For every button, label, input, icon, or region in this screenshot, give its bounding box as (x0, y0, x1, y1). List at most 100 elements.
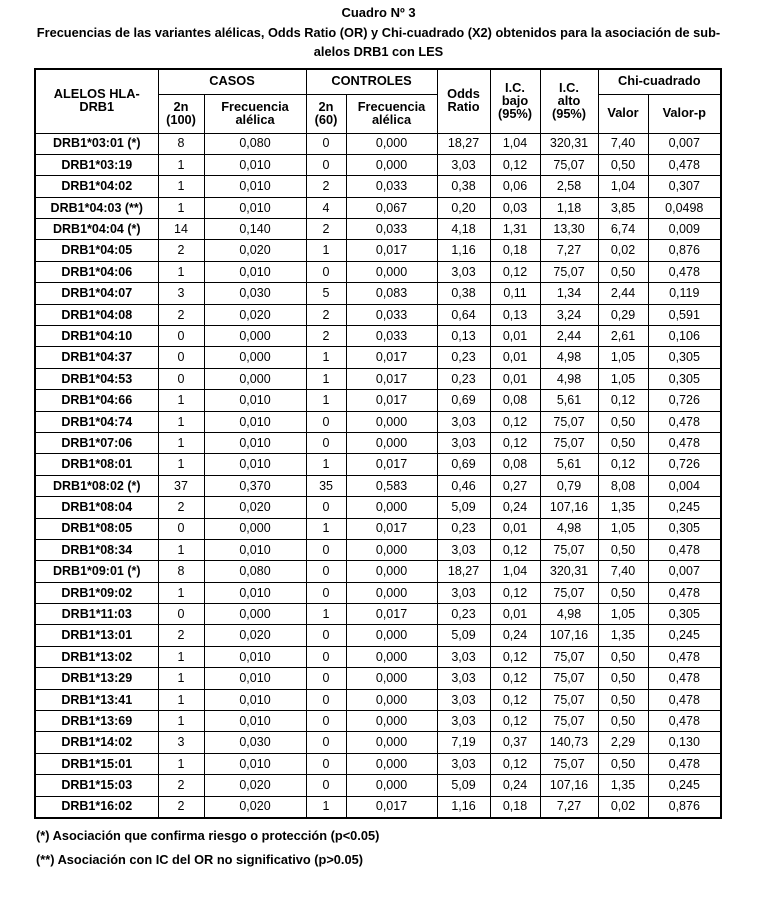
chi-valor-cell: 2,44 (597, 282, 649, 305)
table-row: DRB1*04:10 0 0,000 2 0,033 0,13 0,01 2,44 2,61 0,… (34, 325, 722, 348)
casos-frecuencia-cell: 0,010 (203, 196, 307, 220)
chi-valor-p-cell: 0,478 (647, 410, 722, 433)
odds-ratio-cell: 0,20 (436, 196, 491, 220)
header-group-row: ALELOS HLA- DRB1 CASOS CONTROLES Odds Ra… (34, 68, 722, 134)
odds-ratio-cell: 3,03 (436, 752, 491, 776)
casos-2n-cell: 3 (157, 282, 205, 305)
ic-bajo-cell: 0,37 (489, 731, 541, 754)
chi-valor-cell: 7,40 (597, 132, 649, 155)
table-row: DRB1*13:69 1 0,010 0 0,000 3,03 0,12 75,07 0,50 0… (34, 710, 722, 733)
table-row: DRB1*03:01 (*) 8 0,080 0 0,000 18,27 1,04 320,3… (34, 132, 722, 155)
footnote-risk-protection: (*) Asociación que confirma riesgo o pro… (36, 827, 380, 843)
header-chi-valor-p: Valor-p (647, 93, 722, 134)
allele-cell: DRB1*13:02 (34, 645, 159, 669)
chi-valor-cell: 0,29 (597, 303, 649, 327)
odds-ratio-cell: 3,03 (436, 645, 491, 669)
casos-frecuencia-cell: 0,030 (203, 282, 307, 305)
allele-cell: DRB1*13:01 (34, 624, 159, 647)
chi-valor-cell: 2,29 (597, 731, 649, 754)
chi-valor-cell: 1,35 (597, 774, 649, 797)
casos-frecuencia-cell: 0,010 (203, 410, 307, 433)
controles-frecuencia-cell: 0,033 (345, 175, 438, 198)
controles-2n-cell: 0 (305, 774, 347, 797)
ic-bajo-cell: 0,12 (489, 688, 541, 712)
casos-frecuencia-cell: 0,010 (203, 175, 307, 198)
casos-2n-cell: 1 (157, 581, 205, 605)
controles-frecuencia-cell: 0,000 (345, 132, 438, 155)
casos-2n-cell: 2 (157, 774, 205, 797)
ic-alto-cell: 107,16 (539, 624, 599, 647)
ic-alto-cell: 107,16 (539, 774, 599, 797)
table-row: DRB1*04:37 0 0,000 1 0,017 0,23 0,01 4,98 1,05 0,… (34, 346, 722, 369)
table-row: DRB1*04:66 1 0,010 1 0,017 0,69 0,08 5,61 0,12 0,… (34, 389, 722, 412)
controles-frecuencia-cell: 0,000 (345, 260, 438, 284)
odds-ratio-cell: 0,69 (436, 389, 491, 412)
header-odds-ratio: Odds Ratio (436, 68, 491, 134)
table-caption-text: Frecuencias de las variantes alélicas, O… (0, 23, 757, 61)
chi-valor-cell: 1,35 (597, 624, 649, 647)
ic-bajo-cell: 0,12 (489, 410, 541, 433)
casos-2n-cell: 0 (157, 346, 205, 369)
odds-ratio-cell: 3,03 (436, 581, 491, 605)
header-frecuencia-controles: Frecuencia alélica (345, 93, 438, 134)
header-ic-bajo: I.C. bajo (95%) (489, 68, 541, 134)
odds-ratio-cell: 3,03 (436, 710, 491, 733)
controles-2n-cell: 1 (305, 603, 347, 626)
ic-bajo-cell: 0,12 (489, 667, 541, 690)
header-alelos-hla-drb1: ALELOS HLA- DRB1 (34, 68, 159, 134)
ic-alto-cell: 107,16 (539, 496, 599, 519)
allele-cell: DRB1*08:04 (34, 496, 159, 519)
chi-valor-p-cell: 0,478 (647, 431, 722, 455)
casos-frecuencia-cell: 0,000 (203, 603, 307, 626)
chi-valor-p-cell: 0,478 (647, 688, 722, 712)
table-row: DRB1*13:29 1 0,010 0 0,000 3,03 0,12 75,07 0,50 0… (34, 667, 722, 690)
ic-alto-cell: 75,07 (539, 710, 599, 733)
controles-frecuencia-cell: 0,033 (345, 218, 438, 241)
allele-cell: DRB1*04:08 (34, 303, 159, 327)
header-chi-cuadrado-group: Chi-cuadrado (597, 68, 722, 95)
controles-frecuencia-cell: 0,000 (345, 496, 438, 519)
casos-2n-cell: 1 (157, 667, 205, 690)
allele-cell: DRB1*14:02 (34, 731, 159, 754)
ic-alto-cell: 1,18 (539, 196, 599, 220)
casos-2n-cell: 1 (157, 431, 205, 455)
casos-frecuencia-cell: 0,140 (203, 218, 307, 241)
table-row: DRB1*08:05 0 0,000 1 0,017 0,23 0,01 4,98 1,05 0,… (34, 517, 722, 540)
ic-bajo-cell: 0,01 (489, 325, 541, 348)
ic-alto-cell: 4,98 (539, 603, 599, 626)
ic-alto-cell: 7,27 (539, 795, 599, 819)
chi-valor-cell: 0,50 (597, 538, 649, 562)
casos-2n-cell: 1 (157, 645, 205, 669)
table-row: DRB1*04:07 3 0,030 5 0,083 0,38 0,11 1,34 2,44 0,… (34, 282, 722, 305)
odds-ratio-cell: 3,03 (436, 688, 491, 712)
controles-frecuencia-cell: 0,000 (345, 153, 438, 177)
ic-bajo-cell: 0,12 (489, 581, 541, 605)
chi-valor-p-cell: 0,478 (647, 667, 722, 690)
table-row: DRB1*15:03 2 0,020 0 0,000 5,09 0,24 107,16 1,35… (34, 774, 722, 797)
controles-2n-cell: 0 (305, 752, 347, 776)
odds-ratio-cell: 18,27 (436, 132, 491, 155)
ic-alto-cell: 75,07 (539, 752, 599, 776)
chi-valor-cell: 0,12 (597, 453, 649, 476)
controles-2n-cell: 0 (305, 560, 347, 583)
controles-frecuencia-cell: 0,017 (345, 239, 438, 262)
ic-bajo-cell: 0,18 (489, 795, 541, 819)
allele-cell: DRB1*04:03 (**) (34, 196, 159, 220)
controles-2n-cell: 0 (305, 410, 347, 433)
chi-valor-p-cell: 0,305 (647, 603, 722, 626)
allele-cell: DRB1*04:06 (34, 260, 159, 284)
allele-cell: DRB1*07:06 (34, 431, 159, 455)
controles-2n-cell: 0 (305, 710, 347, 733)
table-row: DRB1*08:04 2 0,020 0 0,000 5,09 0,24 107,16 1,35… (34, 496, 722, 519)
odds-ratio-cell: 3,03 (436, 538, 491, 562)
casos-2n-cell: 0 (157, 603, 205, 626)
ic-bajo-cell: 0,01 (489, 517, 541, 540)
allele-cell: DRB1*13:41 (34, 688, 159, 712)
controles-frecuencia-cell: 0,000 (345, 752, 438, 776)
casos-2n-cell: 2 (157, 303, 205, 327)
allele-cell: DRB1*03:19 (34, 153, 159, 177)
ic-alto-cell: 75,07 (539, 667, 599, 690)
controles-frecuencia-cell: 0,017 (345, 795, 438, 819)
allele-cell: DRB1*04:07 (34, 282, 159, 305)
odds-ratio-cell: 3,03 (436, 667, 491, 690)
